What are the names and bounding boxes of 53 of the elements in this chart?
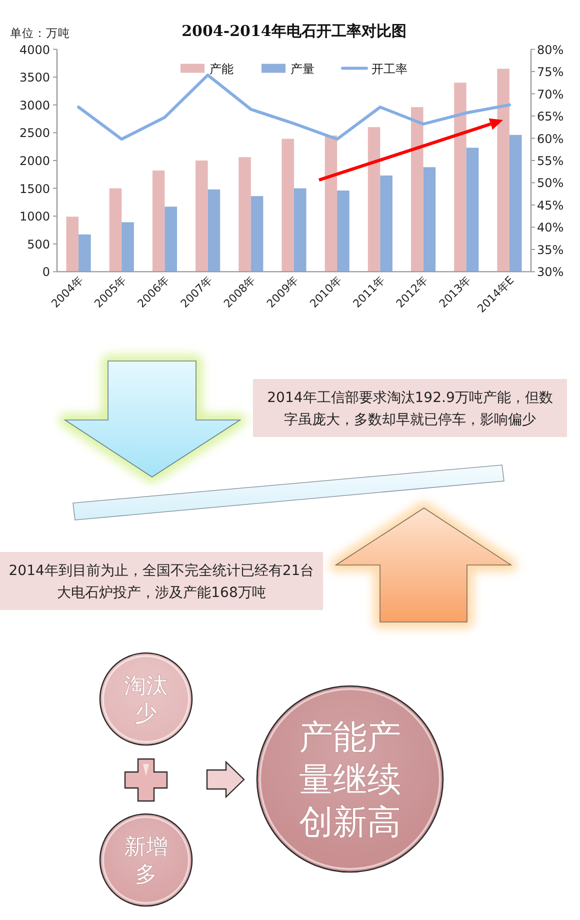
bar bbox=[238, 157, 251, 272]
y2-tick-label: 50% bbox=[537, 176, 564, 190]
text: 2014年到目前为止，全国不完全统计已经有21台大电石炉投产，涉及产能168万吨 bbox=[8, 563, 314, 602]
y2-tick-label: 60% bbox=[537, 132, 564, 146]
y-tick-label: 1000 bbox=[19, 210, 50, 224]
bar bbox=[497, 68, 510, 272]
y2-tick-label: 80% bbox=[537, 42, 564, 57]
y2-tick-label: 45% bbox=[537, 198, 564, 212]
bar bbox=[509, 134, 522, 272]
bar bbox=[454, 82, 466, 272]
bar bbox=[282, 138, 294, 272]
text: 2014年工信部要求淘汰192.9万吨产能，但数字虽庞大，多数却早就已停车，影响偏少 bbox=[267, 390, 553, 428]
bar bbox=[78, 234, 91, 272]
bar bbox=[423, 167, 436, 272]
y2-tick-label: 55% bbox=[537, 154, 564, 168]
y-tick-label: 3500 bbox=[19, 70, 50, 85]
legend-label: 产能 bbox=[210, 62, 234, 76]
y-axis-title: 单位：万吨 bbox=[10, 26, 70, 40]
y2-tick-label: 65% bbox=[537, 110, 564, 124]
bar bbox=[122, 222, 134, 272]
y2-tick-label: 35% bbox=[537, 242, 564, 257]
bar bbox=[152, 170, 165, 272]
legend-label: 开工率 bbox=[372, 62, 408, 76]
bar bbox=[109, 188, 122, 272]
bar bbox=[380, 176, 392, 272]
text: 新增多 bbox=[124, 835, 168, 888]
bar bbox=[368, 127, 380, 272]
legend-label: 产量 bbox=[290, 62, 314, 76]
bar bbox=[164, 206, 178, 272]
chart-title: 2004-2014年电石开工率对比图 bbox=[182, 22, 406, 40]
text: 淘汰少 bbox=[124, 674, 168, 727]
bar bbox=[66, 216, 79, 272]
bar bbox=[466, 148, 479, 272]
bar bbox=[337, 190, 350, 272]
y2-tick-label: 40% bbox=[537, 220, 564, 235]
y2-tick-label: 30% bbox=[537, 265, 564, 280]
bar bbox=[324, 135, 338, 272]
bar bbox=[294, 188, 306, 272]
y-tick-label: 3000 bbox=[19, 98, 50, 112]
y2-tick-label: 75% bbox=[537, 65, 564, 80]
bar bbox=[410, 107, 424, 272]
y-tick-label: 4000 bbox=[19, 42, 50, 57]
text: 产能产量继续创新高 bbox=[299, 718, 401, 843]
bar bbox=[208, 189, 220, 272]
y2-tick-label: 70% bbox=[537, 87, 564, 102]
y-tick-label: 2500 bbox=[19, 126, 50, 140]
bar bbox=[250, 196, 264, 272]
y-tick-label: 0 bbox=[42, 265, 50, 280]
line-series bbox=[77, 74, 511, 141]
bar bbox=[196, 160, 208, 272]
y-tick-label: 1500 bbox=[19, 182, 50, 196]
y-tick-label: 2000 bbox=[19, 154, 50, 168]
y-tick-label: 500 bbox=[27, 237, 50, 252]
